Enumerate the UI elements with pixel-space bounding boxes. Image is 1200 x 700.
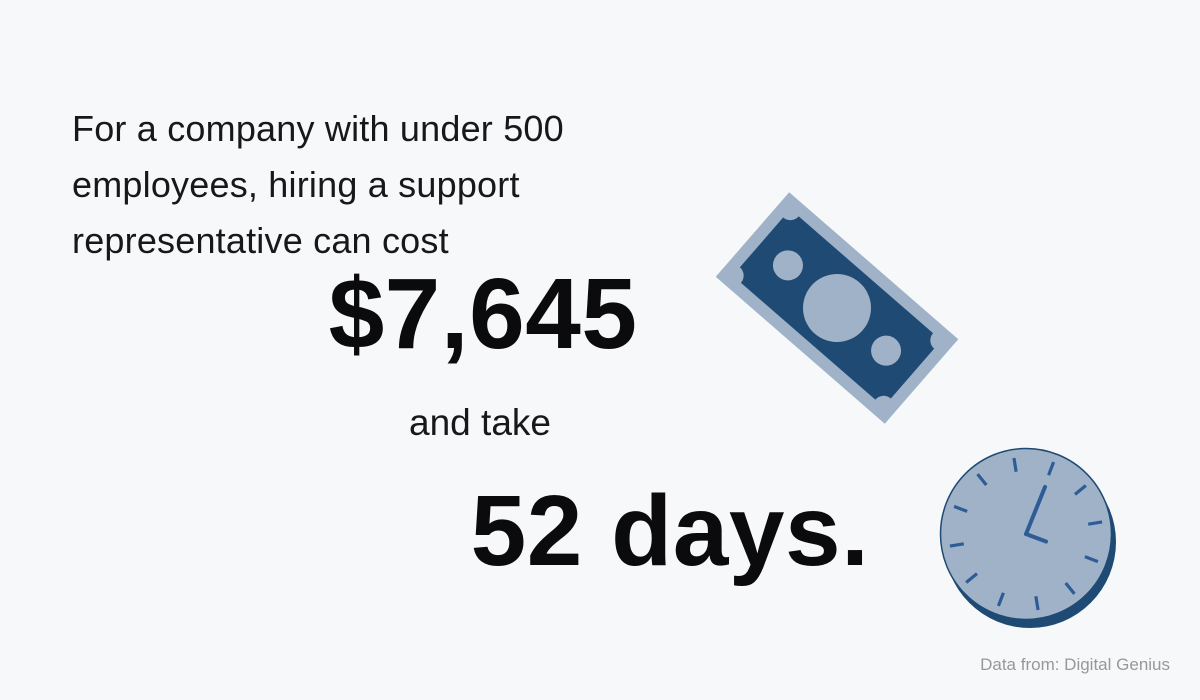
- data-source-attribution: Data from: Digital Genius: [980, 655, 1170, 674]
- clock-icon: [927, 435, 1127, 635]
- duration-stat-value: 52 days.: [470, 475, 870, 587]
- intro-statement: For a company with under 500 employees, …: [72, 108, 564, 261]
- dollar-bill-icon: [707, 178, 967, 438]
- connector-text: and take: [409, 402, 551, 443]
- cost-stat-value: $7,645: [328, 258, 638, 370]
